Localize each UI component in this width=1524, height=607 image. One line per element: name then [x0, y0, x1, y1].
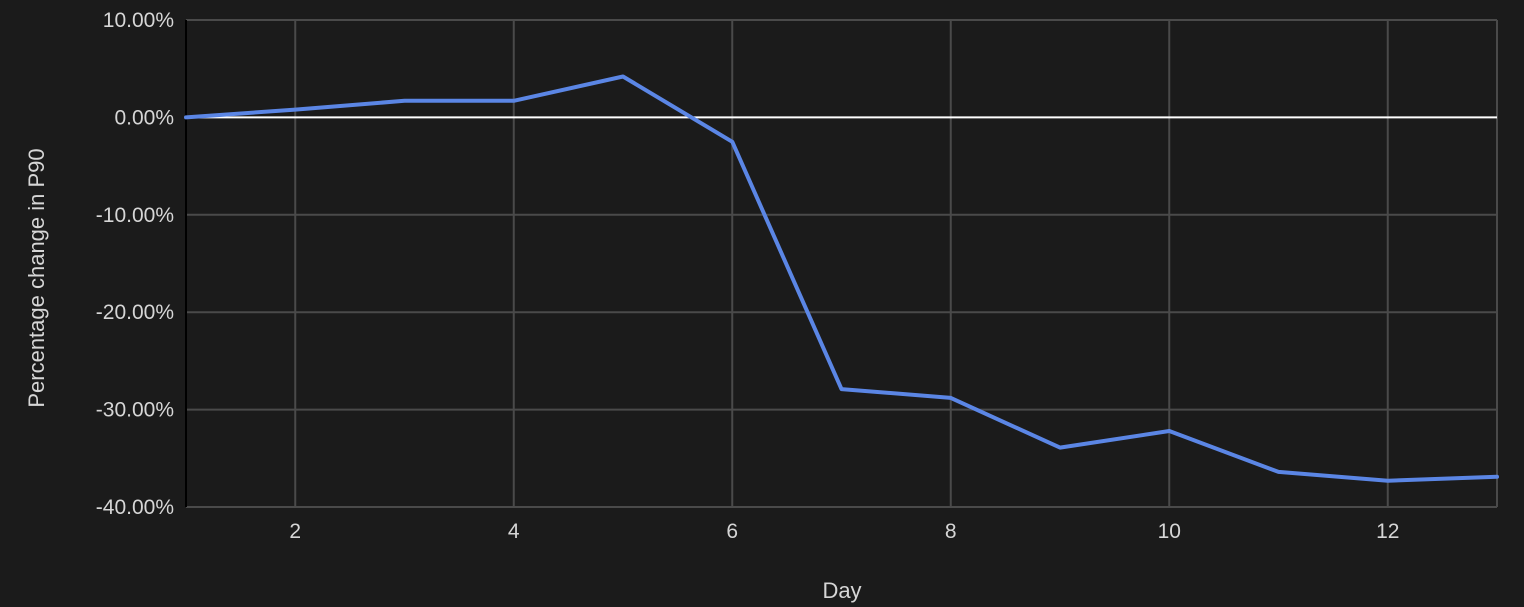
y-tick-label: -10.00% — [96, 204, 174, 227]
y-tick-label: -30.00% — [96, 399, 174, 422]
y-tick-label: -40.00% — [96, 496, 174, 519]
x-tick-labels: 2 4 6 8 10 12 — [289, 520, 1399, 543]
series-line — [184, 74, 1499, 483]
x-tick-label: 8 — [945, 520, 957, 543]
horizontal-gridlines — [186, 19, 1497, 508]
x-axis-title: Day — [822, 578, 861, 603]
y-axis-title: Percentage change in P90 — [24, 148, 49, 407]
y-tick-label: -20.00% — [96, 301, 174, 324]
y-tick-label: 10.00% — [103, 9, 174, 32]
y-tick-labels: 10.00% 0.00% -10.00% -20.00% -30.00% -40.00% — [96, 9, 174, 519]
x-tick-label: 6 — [726, 520, 738, 543]
y-tick-label: 0.00% — [114, 106, 174, 129]
x-tick-label: 12 — [1376, 520, 1399, 543]
series-layer — [184, 74, 1499, 483]
x-tick-label: 10 — [1158, 520, 1181, 543]
x-tick-label: 2 — [289, 520, 301, 543]
x-tick-label: 4 — [508, 520, 520, 543]
